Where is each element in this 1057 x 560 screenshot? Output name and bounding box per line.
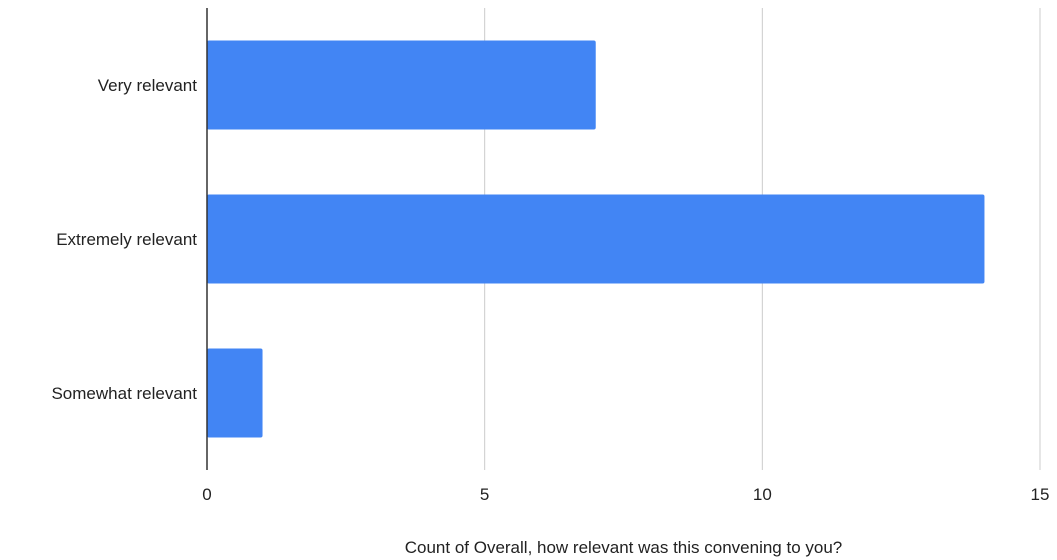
bar-very-relevant[interactable]: [207, 40, 596, 130]
bar-extremely-relevant[interactable]: [207, 194, 985, 284]
category-label-very-relevant: Very relevant: [98, 76, 197, 95]
x-axis-title: Count of Overall, how relevant was this …: [405, 538, 843, 557]
category-label-extremely-relevant: Extremely relevant: [56, 230, 197, 249]
bar-somewhat-relevant[interactable]: [207, 348, 263, 438]
x-tick-label-0: 0: [202, 485, 211, 504]
x-tick-label-15: 15: [1031, 485, 1050, 504]
x-tick-label-5: 5: [480, 485, 489, 504]
category-label-somewhat-relevant: Somewhat relevant: [51, 384, 197, 403]
x-tick-label-10: 10: [753, 485, 772, 504]
bars: [207, 40, 985, 438]
x-tick-labels: 0 5 10 15: [202, 485, 1049, 504]
category-labels: Very relevant Extremely relevant Somewhat …: [51, 76, 197, 403]
